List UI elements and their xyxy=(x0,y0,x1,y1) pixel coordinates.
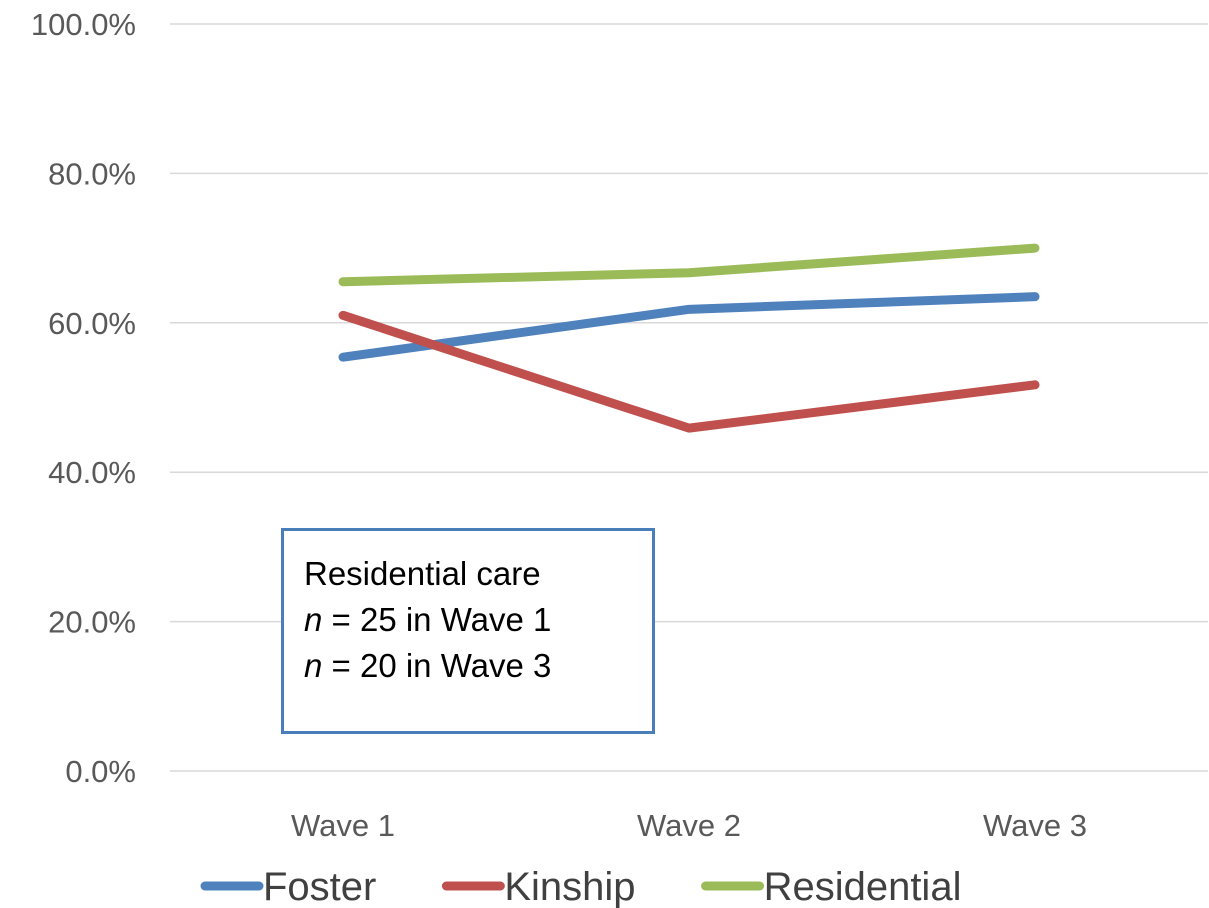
y-tick-label: 0.0% xyxy=(65,754,136,789)
legend-label-foster: Foster xyxy=(263,865,376,908)
y-tick-label: 60.0% xyxy=(48,306,136,341)
legend-label-residential: Residential xyxy=(764,865,962,908)
x-category-label: Wave 1 xyxy=(291,808,395,843)
x-category-label: Wave 2 xyxy=(637,808,741,843)
annotation-line-3: n = 20 in Wave 3 xyxy=(304,643,652,689)
y-tick-label: 80.0% xyxy=(48,156,136,191)
series-line-kinship xyxy=(338,310,1040,433)
annotation-line-1: Residential care xyxy=(304,555,541,592)
y-tick-label: 40.0% xyxy=(48,455,136,490)
annotation-n-var: n xyxy=(304,647,323,684)
series-lines xyxy=(338,243,1040,433)
annotation-box: Residential care n = 25 in Wave 1 n = 20… xyxy=(281,528,655,734)
x-axis-category-labels: Wave 1 Wave 2 Wave 3 xyxy=(291,808,1087,843)
y-axis-tick-labels: 0.0% 20.0% 40.0% 60.0% 80.0% 100.0% xyxy=(31,7,136,789)
x-category-label: Wave 3 xyxy=(983,808,1087,843)
y-tick-label: 100.0% xyxy=(31,7,136,42)
legend-label-kinship: Kinship xyxy=(504,865,635,908)
annotation-n-var: n xyxy=(304,601,323,638)
y-tick-label: 20.0% xyxy=(48,605,136,640)
annotation-line-2: n = 25 in Wave 1 xyxy=(304,597,652,643)
annotation-line-3-text: = 20 in Wave 3 xyxy=(322,647,552,684)
annotation-line-2-text: = 25 in Wave 1 xyxy=(322,601,552,638)
series-line-foster xyxy=(338,292,1040,362)
series-line-residential xyxy=(338,243,1040,287)
legend: Foster Kinship Residential xyxy=(200,865,962,908)
